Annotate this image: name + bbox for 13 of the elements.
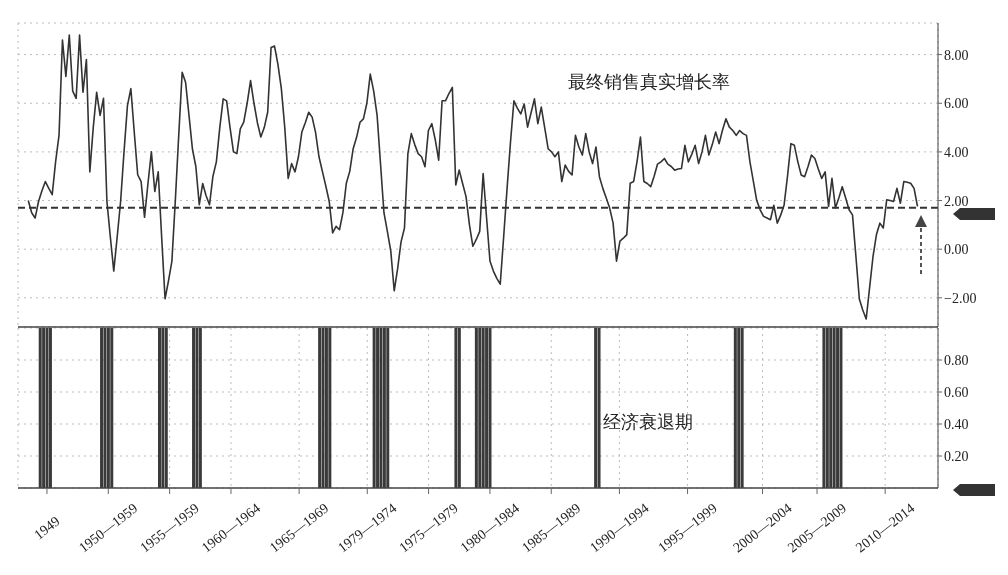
y-tick-label: 8.00 bbox=[944, 47, 969, 63]
series-label: 最终销售真实增长率 bbox=[568, 70, 730, 94]
y-tick-label: 0.20 bbox=[944, 448, 969, 464]
series-label: 经济衰退期 bbox=[603, 410, 693, 434]
y-tick-label: 0.40 bbox=[944, 416, 969, 432]
y-tick-label: 6.00 bbox=[944, 96, 969, 112]
y-tick-label: 2.00 bbox=[944, 193, 969, 209]
y-tick-label: 0.60 bbox=[944, 384, 969, 400]
y-tick-label: 0.00 bbox=[944, 242, 969, 258]
x-tick-label: 1949 bbox=[31, 513, 63, 543]
y-tick-label: 0.80 bbox=[944, 352, 969, 368]
y-tick-label: −2.00 bbox=[944, 290, 977, 306]
y-tick-label: 4.00 bbox=[944, 144, 969, 160]
